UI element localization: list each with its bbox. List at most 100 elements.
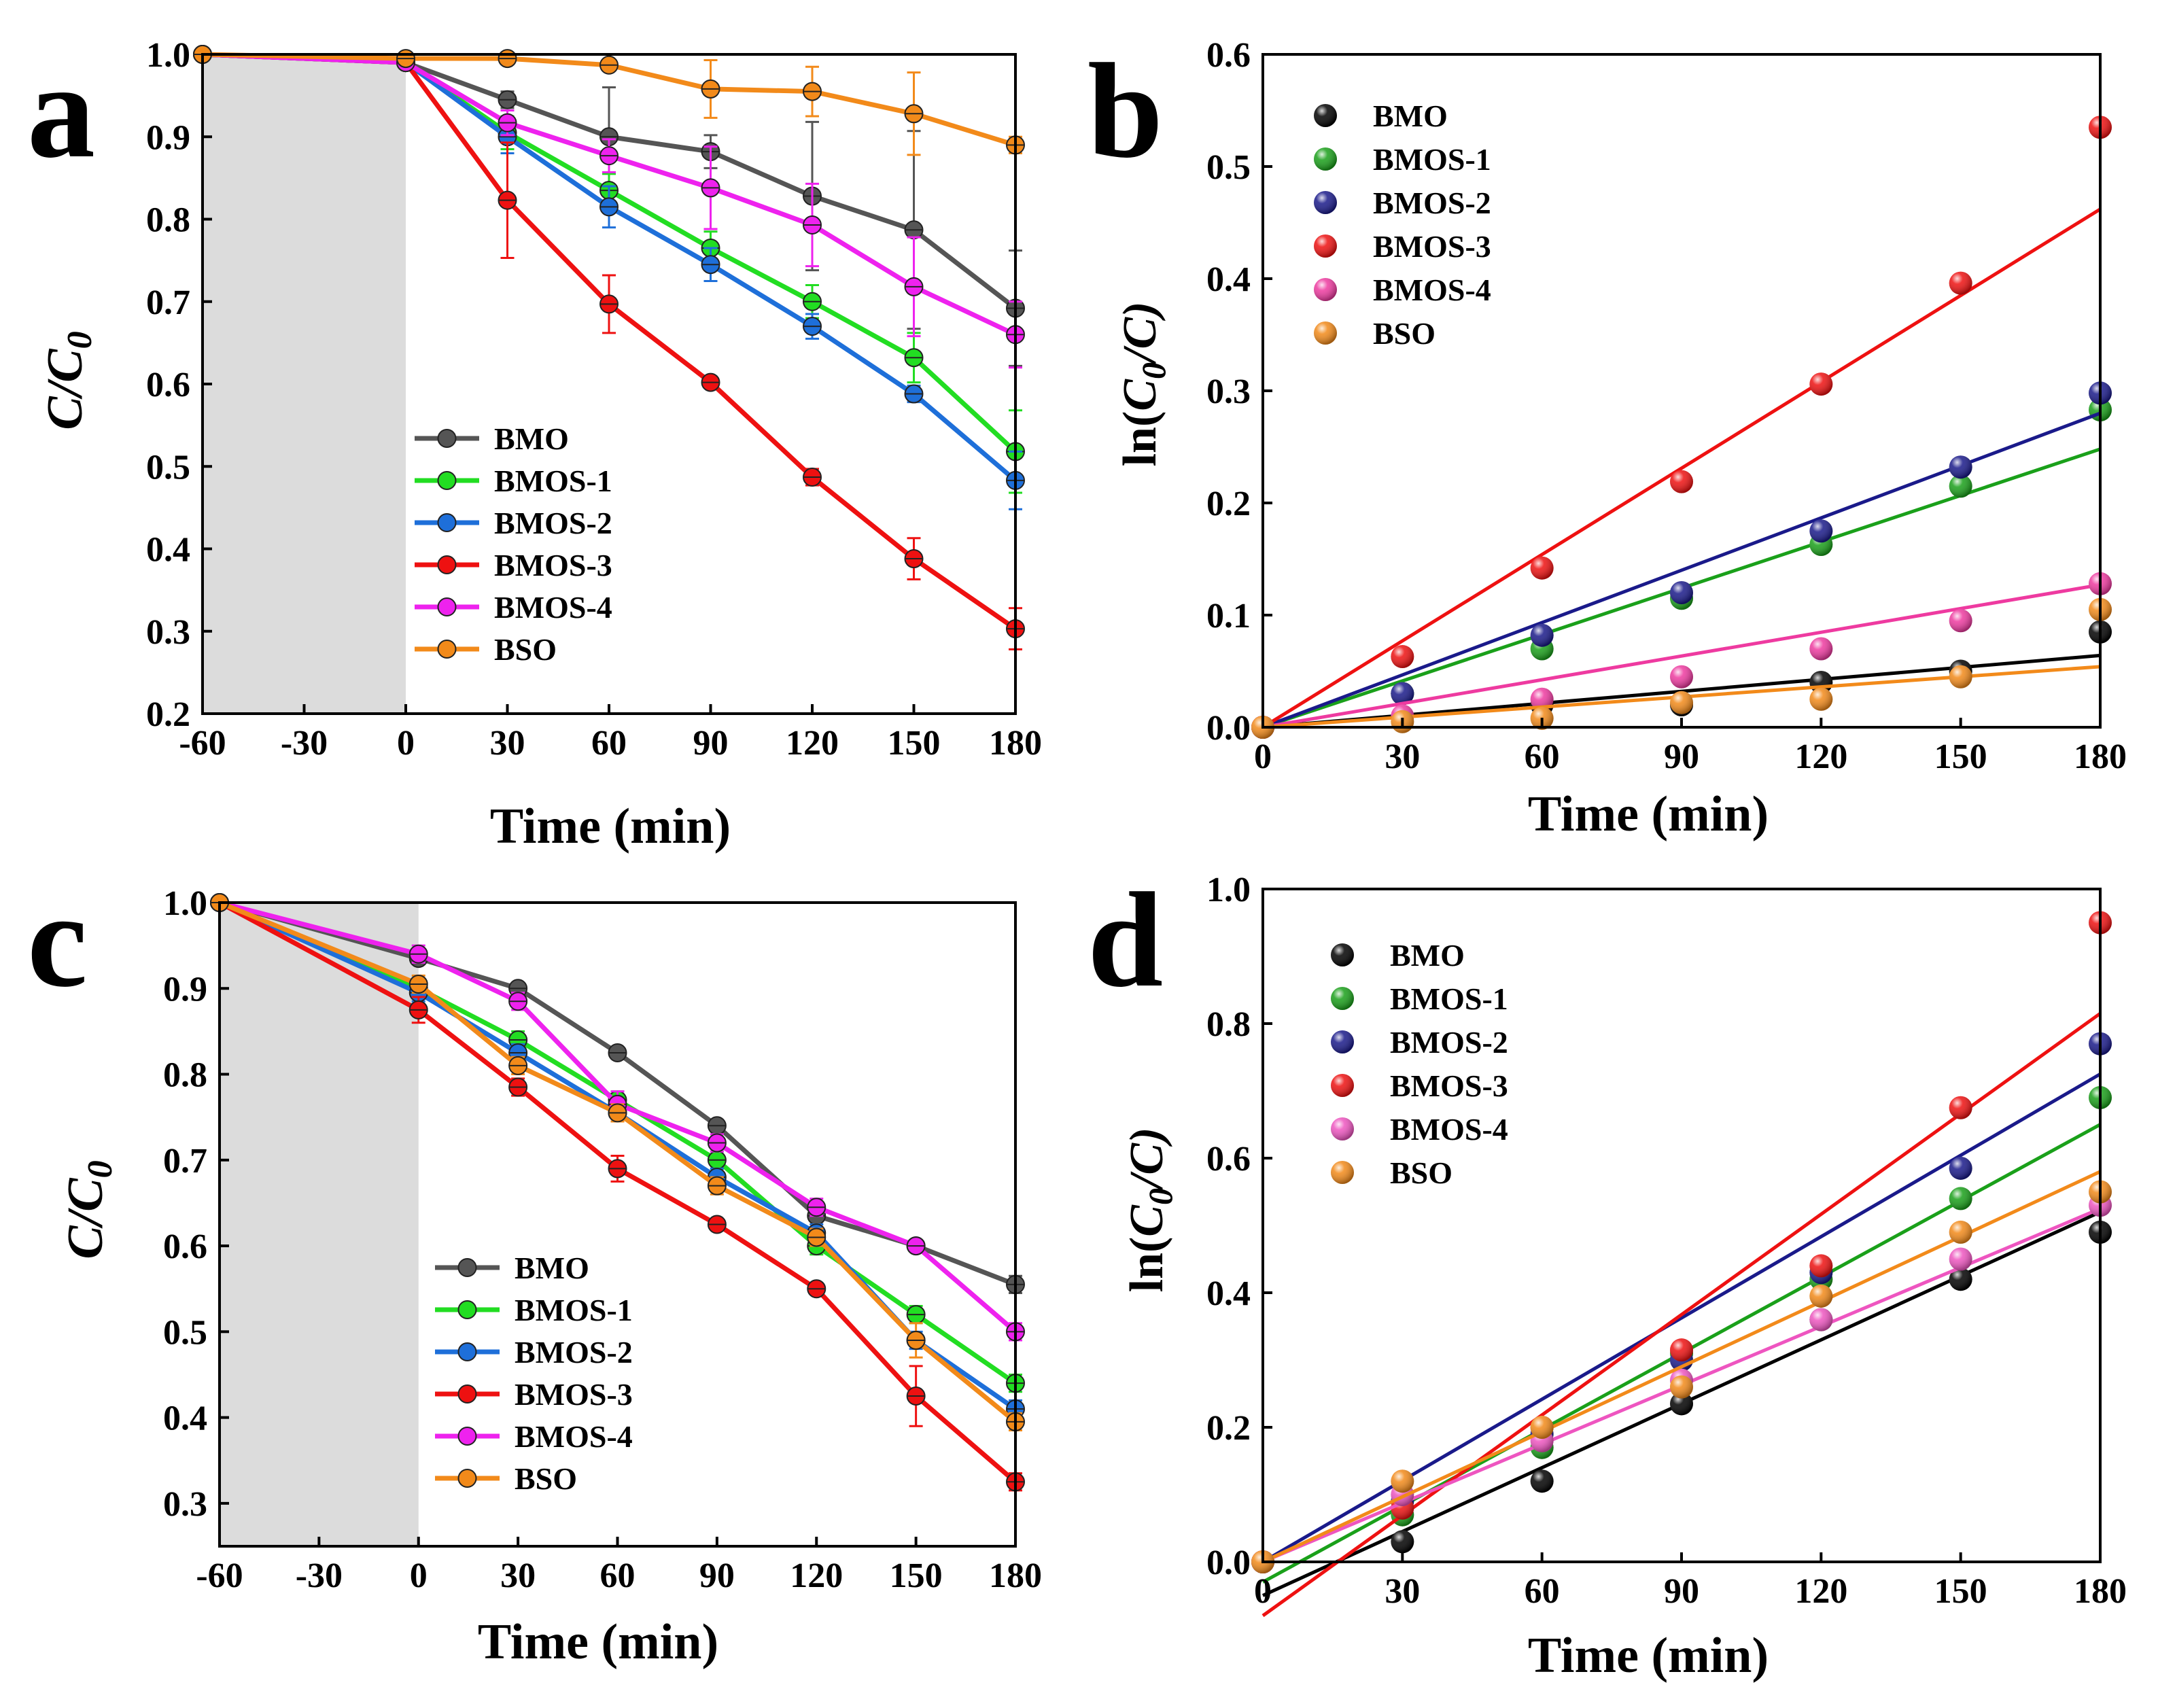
y-tick-label: 0.7 [163, 1142, 207, 1181]
series-bmos-3 [1251, 911, 2112, 1618]
data-point-shade [1809, 687, 1833, 711]
panel-letter-a: a [27, 36, 95, 186]
series-bso [210, 893, 1025, 1432]
series-bmos-2 [1251, 1032, 2112, 1573]
y-tick-label: 0.6 [163, 1227, 207, 1266]
legend-marker [457, 1469, 477, 1488]
x-tick-label: 30 [1385, 1572, 1420, 1611]
panel-d: d Time (min) ln(C0/C) 0 30 60 90 120 150 180 0.… [1087, 865, 2127, 1684]
legend-marker [457, 1384, 477, 1404]
y-tick-label: 0.6 [1206, 36, 1251, 75]
data-point-shade [1949, 1096, 1972, 1119]
x-tick-label: 180 [989, 724, 1042, 763]
legend-marker [457, 1300, 477, 1319]
data-point-shade [1391, 645, 1414, 669]
data-point-shade [1949, 1156, 1972, 1180]
series-line [219, 900, 1017, 1334]
x-tick-label: 120 [786, 724, 839, 763]
data-point-shade [1949, 1187, 1972, 1210]
series-bmos-3 [210, 893, 1025, 1492]
y-axis-title: ln(C0/C) [1114, 302, 1172, 467]
x-tick-label: 0 [1254, 1572, 1272, 1611]
fit-line [1262, 582, 2101, 729]
legend-label: BMO [1390, 938, 1465, 973]
y-tick-label: 0.9 [146, 118, 190, 157]
x-tick-label: 120 [790, 1556, 843, 1595]
series-line [218, 900, 1017, 1424]
data-point-shade [1530, 1469, 1554, 1493]
y-tick-label: 0.8 [146, 201, 190, 240]
y-tick-label: 0.5 [163, 1313, 207, 1352]
x-tick-label: 90 [1664, 737, 1699, 776]
series-bso [1251, 1170, 2112, 1573]
data-point-shade [1949, 1247, 1972, 1271]
plot-frame [1261, 888, 2102, 1563]
legend-marker-shade [1314, 321, 1337, 345]
legend: BMO BMOS-1 BMOS-2 BMOS-3 BMOS-4 BSO [435, 1251, 633, 1496]
legend-label: BMOS-3 [1373, 229, 1491, 264]
data-point-shade [1670, 470, 1693, 493]
y-tick-label: 0.0 [1206, 709, 1251, 748]
panel-letter-b: b [1087, 36, 1163, 186]
y-tick-label: 0.3 [146, 613, 190, 652]
data-point-shade [1949, 609, 1972, 633]
legend-label: BMO [1373, 99, 1448, 133]
x-axis-title: Time (min) [478, 1614, 718, 1670]
x-tick-label: 150 [890, 1556, 943, 1595]
series-line [202, 52, 1017, 337]
legend-label: BMOS-1 [494, 464, 612, 498]
legend-marker-shade [1314, 191, 1337, 214]
legend-label: BMOS-1 [1373, 142, 1491, 177]
panel-letter-d: d [1087, 865, 1163, 1015]
x-tick-label: -60 [179, 724, 226, 763]
x-tick-label: -30 [281, 724, 328, 763]
data-point-shade [1949, 271, 1972, 295]
y-tick-label: 0.3 [1206, 372, 1251, 411]
y-axis-title: C/C0 [58, 1160, 120, 1259]
legend-label: BMOS-3 [515, 1377, 633, 1412]
legend-label: BMO [494, 421, 569, 456]
x-tick-label: 180 [2074, 737, 2127, 776]
fit-line [1261, 1012, 2102, 1618]
legend-label: BMOS-4 [1390, 1112, 1508, 1147]
legend-marker-shade [1331, 1074, 1354, 1097]
y-axis-title: ln(C0/C) [1121, 1128, 1179, 1293]
x-tick-label: 120 [1794, 737, 1847, 776]
x-tick-label: 0 [397, 724, 415, 763]
panel-c: c Time (min) C/C0 -60 -30 0 30 60 90 120 150 180… [27, 865, 1042, 1670]
data-point-shade [1949, 1220, 1972, 1244]
x-tick-label: 30 [490, 724, 525, 763]
legend-label: BMO [515, 1251, 589, 1285]
y-tick-label: 0.5 [1206, 148, 1251, 187]
legend-label: BMOS-4 [515, 1419, 633, 1454]
legend-label: BMOS-3 [494, 548, 612, 582]
legend-marker [457, 1427, 477, 1446]
legend-marker [437, 555, 457, 574]
fit-line [1261, 1170, 2102, 1564]
y-tick-label: 0.9 [163, 970, 207, 1009]
y-tick-label: 0.0 [1206, 1544, 1251, 1582]
y-tick-label: 0.4 [163, 1399, 207, 1438]
y-tick-label: 0.2 [1206, 485, 1251, 523]
data-point-shade [1670, 665, 1693, 689]
data-point-shade [1809, 1308, 1833, 1331]
data-point-shade [1530, 1416, 1554, 1439]
y-tick-label: 0.2 [1206, 1409, 1251, 1448]
fit-line [1261, 207, 2102, 729]
panel-a: a Time (min) C/C0 -60 -30 0 30 60 90 120 150 180… [27, 36, 1042, 854]
panel-letter-c: c [27, 865, 88, 1015]
x-tick-label: 0 [410, 1556, 428, 1595]
y-tick-label: 0.5 [146, 448, 190, 487]
y-tick-label: 0.8 [163, 1056, 207, 1095]
series-bmo [1251, 1210, 2112, 1597]
series-bso [193, 45, 1025, 156]
legend-label: BSO [1390, 1155, 1452, 1190]
y-tick-label: 1.0 [146, 36, 190, 75]
dark-region [220, 903, 419, 1546]
legend-marker-shade [1314, 104, 1337, 127]
legend-label: BSO [515, 1461, 577, 1496]
y-tick-label: 0.4 [1206, 260, 1251, 299]
panel-b: b Time (min) ln(C0/C) 0 30 60 90 120 150 180 0.… [1087, 36, 2127, 842]
x-tick-label: 60 [600, 1556, 636, 1595]
y-tick-label: 0.2 [146, 695, 190, 734]
